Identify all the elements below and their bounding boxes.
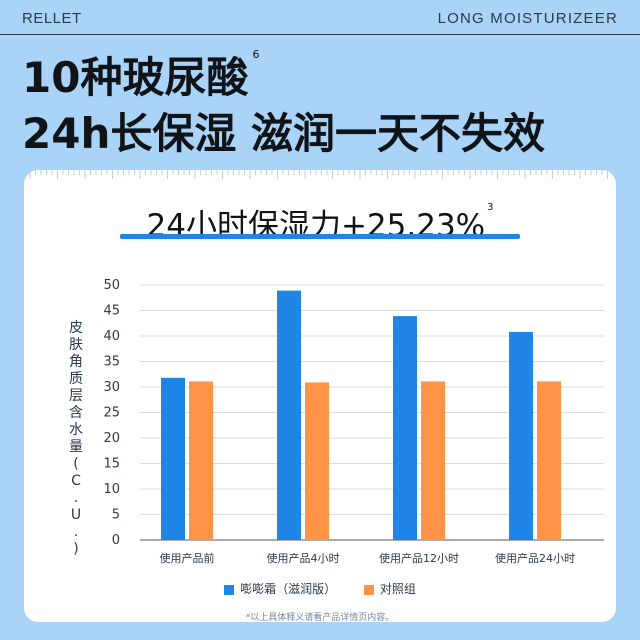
- tagline: LONG MOISTURIZEER: [437, 10, 618, 27]
- y-tick-label: 0: [112, 533, 120, 548]
- legend-label-series-a: 嘭嘭霜（滋润版）: [240, 582, 337, 596]
- legend-item-series-a: 嘭嘭霜（滋润版）: [224, 580, 336, 597]
- y-axis-label: 皮肤角质层含水量(C. U.): [69, 320, 83, 557]
- x-tick-label: 使用产品前: [160, 551, 215, 565]
- top-bar: RELLET LONG MOISTURIZEER: [0, 0, 640, 36]
- x-tick-label: 使用产品12小时: [379, 551, 459, 565]
- bar-series-b: [305, 382, 329, 540]
- y-tick-label: 35: [103, 355, 120, 370]
- y-tick-label: 45: [103, 304, 120, 319]
- y-tick-label: 15: [103, 457, 120, 472]
- headline-line1: 10种玻尿酸 6: [22, 44, 259, 105]
- headline-footnote-mark: 6: [252, 48, 260, 61]
- subheadline-underline: [120, 234, 520, 239]
- brand-name: RELLET: [22, 10, 82, 27]
- subheadline-footnote-mark: 3: [487, 202, 494, 213]
- legend-item-series-b: 对照组: [363, 580, 416, 597]
- bar-chart: 0 5 10 15 20 25 30 35 40 45 50 使用产品前 使用产品4小时 使用产品12小时…: [103, 278, 604, 565]
- bar-series-a: [161, 377, 185, 540]
- chart-legend: 嘭嘭霜（滋润版） 对照组: [24, 580, 616, 597]
- y-tick-label: 25: [103, 406, 120, 421]
- headline-line2: 24h长保湿 滋润一天不失效: [22, 109, 545, 158]
- y-tick-label: 5: [112, 508, 120, 523]
- bar-series-a: [393, 316, 417, 540]
- y-tick-label: 50: [103, 278, 120, 293]
- y-tick-label: 40: [103, 329, 120, 344]
- headline-line1-text: 10种玻尿酸: [22, 53, 249, 102]
- y-tick-label: 30: [103, 380, 120, 395]
- x-tick-label: 使用产品4小时: [267, 551, 340, 565]
- bar-series-a: [277, 290, 301, 540]
- y-tick-label: 10: [103, 482, 120, 497]
- bar-series-b: [421, 381, 445, 540]
- legend-swatch-series-b: [363, 584, 374, 595]
- y-tick-label: 20: [103, 431, 120, 446]
- bar-series-b: [189, 381, 213, 540]
- x-tick-label: 使用产品24小时: [495, 551, 575, 565]
- chart-card: 24小时保湿力+25.23%3 皮肤角质层含水量(C. U.) 0 5 10 15 20 2…: [24, 170, 616, 623]
- bar-series-a: [509, 331, 533, 540]
- ruler-ticks: [29, 170, 614, 179]
- bar-series-b: [537, 381, 561, 540]
- legend-swatch-series-a: [224, 584, 235, 595]
- legend-label-series-b: 对照组: [379, 582, 416, 596]
- header-divider: [0, 34, 640, 35]
- footnote: *以上具体释义请看产品详情页内容。: [245, 613, 395, 623]
